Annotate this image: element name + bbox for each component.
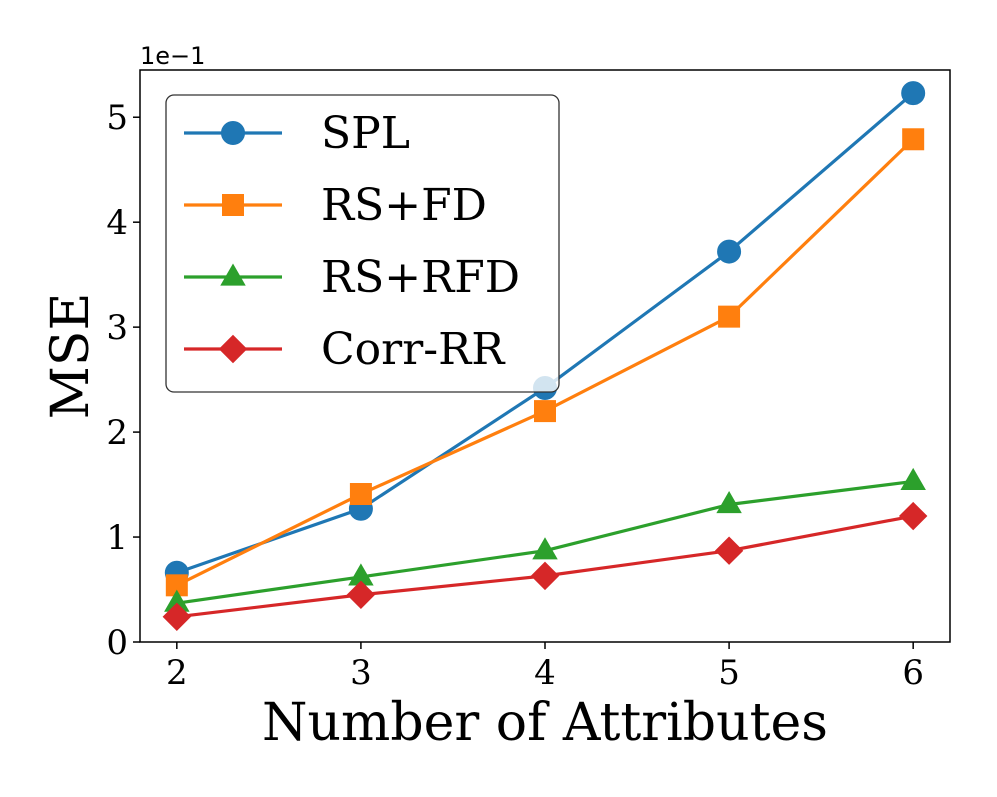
data-point <box>532 537 558 560</box>
legend-label: RS+RFD <box>321 252 520 303</box>
legend-marker <box>222 194 244 216</box>
data-point <box>714 536 744 565</box>
axis-ticks: 2 3 4 5 6 0 1 2 3 4 5 <box>106 98 924 693</box>
data-point <box>530 561 560 591</box>
legend-entry: RS+FD <box>184 180 487 231</box>
legend-marker <box>218 334 248 364</box>
y-tick-label: 1 <box>106 518 128 558</box>
y-tick-label: 5 <box>106 98 128 138</box>
series-corr-rr <box>162 501 928 632</box>
data-point <box>901 81 926 106</box>
legend-label: SPL <box>321 108 410 159</box>
data-point <box>716 491 742 514</box>
y-axis-label: MSE <box>41 293 101 420</box>
x-axis-label: Number of Attributes <box>262 693 828 753</box>
legend-entry: Corr-RR <box>184 324 506 375</box>
data-point <box>717 239 742 264</box>
x-tick-label: 4 <box>534 653 556 693</box>
y-tick-label: 0 <box>106 623 128 663</box>
data-point <box>900 467 926 491</box>
series-rs-fd <box>165 128 925 597</box>
legend-label: RS+FD <box>321 180 487 231</box>
data-point <box>902 128 925 151</box>
legend: SPL RS+FD RS+RFD Corr-RR <box>165 94 560 393</box>
series-rs-rfd <box>164 467 926 612</box>
x-tick-label: 5 <box>718 653 740 693</box>
y-axis-multiplier: 1e−1 <box>140 42 205 70</box>
y-tick-label: 4 <box>106 203 128 243</box>
y-tick-label: 3 <box>106 308 128 348</box>
x-tick-label: 6 <box>902 653 924 693</box>
legend-entry: SPL <box>184 108 410 159</box>
data-point <box>346 580 376 609</box>
x-tick-label: 3 <box>350 653 372 693</box>
x-tick-label: 2 <box>166 653 188 693</box>
legend-marker <box>221 121 245 145</box>
data-point <box>718 305 741 328</box>
legend-box <box>165 94 560 393</box>
series-layer <box>162 81 928 632</box>
data-point <box>162 602 192 632</box>
legend-entry: RS+RFD <box>184 252 520 303</box>
data-point <box>349 483 372 506</box>
legend-label: Corr-RR <box>321 324 506 375</box>
data-point <box>534 400 556 423</box>
legend-marker <box>220 263 246 286</box>
data-point <box>898 501 928 531</box>
y-tick-label: 2 <box>106 413 128 453</box>
